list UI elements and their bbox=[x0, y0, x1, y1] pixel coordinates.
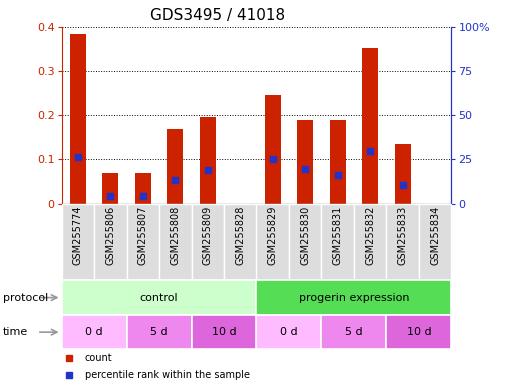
Bar bbox=[102, 173, 119, 204]
Bar bbox=[256, 280, 451, 315]
Bar bbox=[256, 315, 322, 349]
Bar bbox=[62, 315, 127, 349]
Text: GSM255832: GSM255832 bbox=[365, 206, 375, 265]
Bar bbox=[62, 204, 94, 280]
Text: 5 d: 5 d bbox=[345, 327, 363, 337]
Bar bbox=[191, 315, 256, 349]
Text: 5 d: 5 d bbox=[150, 327, 168, 337]
Bar bbox=[362, 48, 378, 204]
Bar bbox=[354, 204, 386, 280]
Bar bbox=[256, 204, 289, 280]
Bar bbox=[265, 95, 281, 204]
Text: time: time bbox=[3, 327, 28, 337]
Bar bbox=[62, 280, 256, 315]
Bar bbox=[322, 204, 354, 280]
Text: 10 d: 10 d bbox=[407, 327, 431, 337]
Bar bbox=[94, 204, 127, 280]
Text: GSM255831: GSM255831 bbox=[333, 206, 343, 265]
Bar bbox=[289, 204, 322, 280]
Text: progerin expression: progerin expression bbox=[299, 293, 409, 303]
Bar bbox=[329, 121, 346, 204]
Bar bbox=[127, 315, 191, 349]
Text: GSM255834: GSM255834 bbox=[430, 206, 440, 265]
Text: percentile rank within the sample: percentile rank within the sample bbox=[85, 370, 250, 381]
Bar bbox=[297, 121, 313, 204]
Text: GSM255774: GSM255774 bbox=[73, 206, 83, 265]
Bar bbox=[386, 315, 451, 349]
Bar bbox=[191, 204, 224, 280]
Text: GSM255833: GSM255833 bbox=[398, 206, 408, 265]
Bar bbox=[134, 173, 151, 204]
Bar bbox=[70, 33, 86, 204]
Text: 10 d: 10 d bbox=[212, 327, 236, 337]
Text: GSM255808: GSM255808 bbox=[170, 206, 180, 265]
Bar bbox=[167, 129, 183, 204]
Text: protocol: protocol bbox=[3, 293, 48, 303]
Bar bbox=[322, 315, 386, 349]
Text: 0 d: 0 d bbox=[280, 327, 298, 337]
Text: GSM255809: GSM255809 bbox=[203, 206, 213, 265]
Text: GSM255807: GSM255807 bbox=[138, 206, 148, 265]
Text: GSM255829: GSM255829 bbox=[268, 206, 278, 265]
Bar bbox=[159, 204, 191, 280]
Bar bbox=[127, 204, 159, 280]
Bar bbox=[419, 204, 451, 280]
Bar bbox=[394, 144, 411, 204]
Text: GSM255830: GSM255830 bbox=[300, 206, 310, 265]
Bar bbox=[386, 204, 419, 280]
Text: GSM255828: GSM255828 bbox=[235, 206, 245, 265]
Bar bbox=[200, 116, 216, 204]
Bar bbox=[224, 204, 256, 280]
Text: GSM255806: GSM255806 bbox=[105, 206, 115, 265]
Text: count: count bbox=[85, 353, 112, 363]
Text: GDS3495 / 41018: GDS3495 / 41018 bbox=[150, 8, 285, 23]
Text: control: control bbox=[140, 293, 179, 303]
Text: 0 d: 0 d bbox=[85, 327, 103, 337]
